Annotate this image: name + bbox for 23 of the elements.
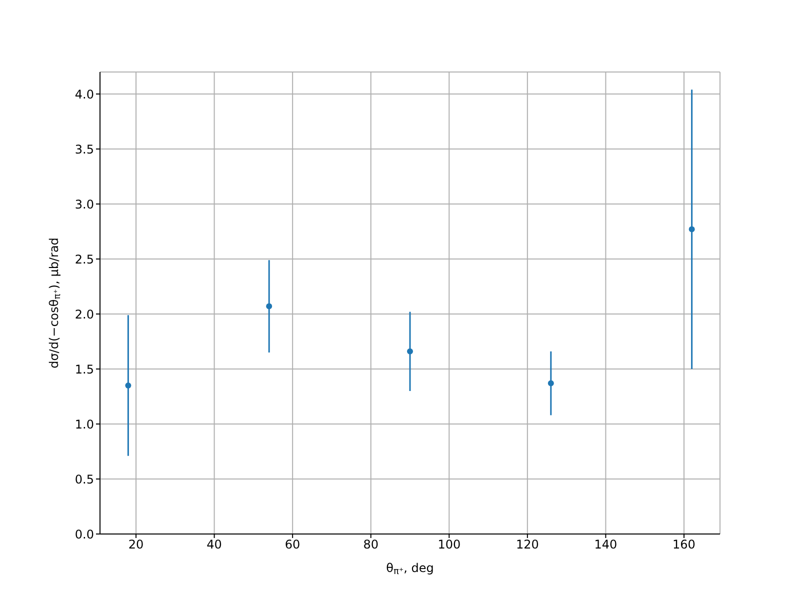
y-tick-label: 2.0 bbox=[74, 307, 94, 322]
x-tick-label: 120 bbox=[516, 538, 539, 552]
y-tick-label: 3.5 bbox=[74, 142, 94, 156]
x-tick-label: 60 bbox=[284, 538, 300, 552]
point bbox=[688, 226, 695, 232]
point bbox=[266, 303, 272, 310]
y-tick-label: 2.5 bbox=[74, 252, 94, 266]
y-tick-label: 0.5 bbox=[74, 472, 94, 486]
point bbox=[125, 382, 132, 388]
y-tick-label: 3.0 bbox=[74, 197, 94, 212]
x-tick-label: 160 bbox=[672, 538, 696, 552]
point bbox=[407, 348, 413, 354]
x-tick-label: 40 bbox=[206, 538, 222, 552]
x-tick-label: 80 bbox=[363, 538, 378, 552]
x-tick-label: 20 bbox=[128, 538, 144, 552]
x-tick-label: 100 bbox=[438, 538, 461, 552]
y-tick-label: 4.0 bbox=[74, 87, 94, 102]
y-tick-label: 1.5 bbox=[74, 362, 94, 376]
x-tick-label: 140 bbox=[594, 538, 618, 552]
y-tick-label: 0.0 bbox=[74, 527, 94, 542]
point bbox=[548, 380, 554, 386]
x-axis-title: θ$_{π⁺}$, deg bbox=[386, 561, 434, 578]
y-tick-label: 1.0 bbox=[74, 417, 94, 432]
